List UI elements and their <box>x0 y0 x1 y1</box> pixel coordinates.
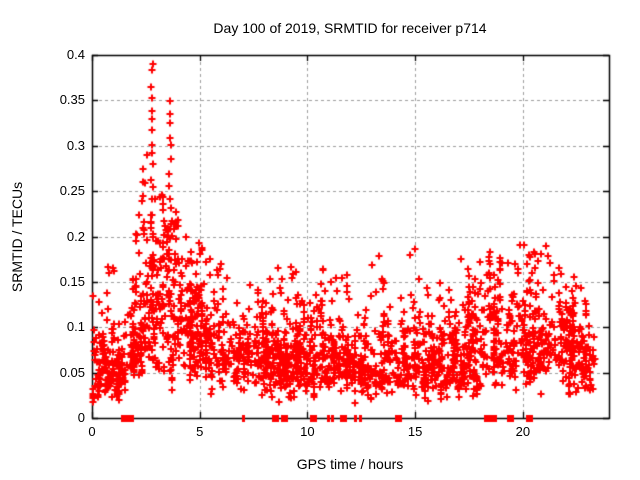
y-tick-label: 0.3 <box>66 137 85 153</box>
x-tick-label: 20 <box>515 424 531 439</box>
y-tick-label: 0.2 <box>66 228 85 244</box>
x-tick-label: 0 <box>88 424 96 439</box>
y-tick-label: 0 <box>77 410 85 425</box>
x-tick-label: 10 <box>300 424 315 439</box>
y-tick-label: 0.15 <box>59 273 85 289</box>
x-tick-label: 5 <box>196 424 204 439</box>
y-axis-label: SRMTID / TECUs <box>9 181 25 293</box>
y-tick-label: 0.35 <box>59 92 85 108</box>
y-tick-label: 0.05 <box>59 364 85 380</box>
y-tick-label: 0.1 <box>66 319 85 335</box>
y-tick-label: 0.25 <box>59 183 85 199</box>
x-tick-label: 15 <box>407 424 423 439</box>
y-tick-label: 0.4 <box>66 47 85 62</box>
x-axis-label: GPS time / hours <box>296 456 404 472</box>
chart-title: Day 100 of 2019, SRMTID for receiver p71… <box>213 20 487 36</box>
